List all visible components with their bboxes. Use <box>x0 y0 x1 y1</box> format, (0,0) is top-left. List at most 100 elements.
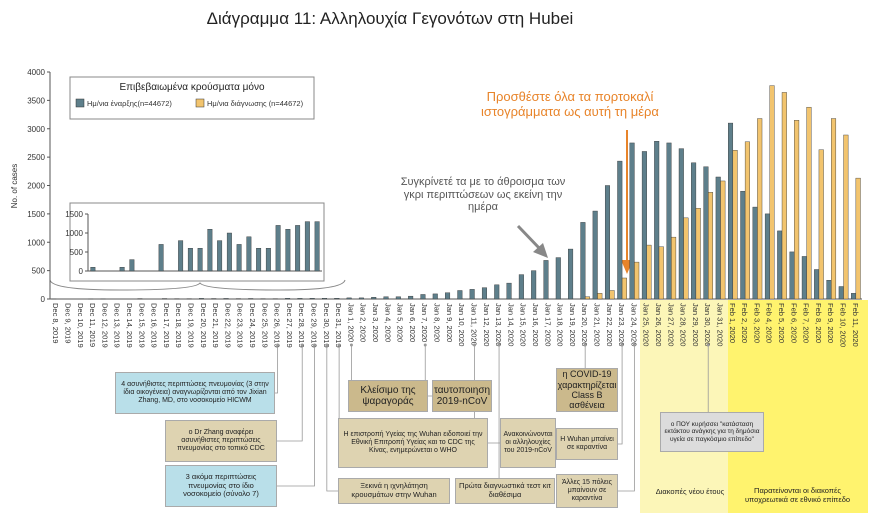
bar <box>671 236 677 300</box>
x-tick-label: Jan 15, 2020 <box>519 303 528 346</box>
bar <box>826 280 832 300</box>
connector-dot <box>300 343 304 347</box>
bar <box>794 120 800 300</box>
x-tick-label: Feb 7, 2020 <box>802 303 811 343</box>
y-tick-label: 2000 <box>27 182 45 191</box>
x-tick-label: Jan 11, 2020 <box>469 303 478 346</box>
x-tick-label: Dec 10, 2019 <box>76 303 85 348</box>
inset-bracket <box>49 279 346 291</box>
x-tick-label: Jan 31, 2020 <box>716 303 725 346</box>
connector-dot <box>472 343 476 347</box>
x-tick-label: Dec 15, 2019 <box>137 303 146 348</box>
x-tick-label: Dec 29, 2019 <box>310 303 319 348</box>
holiday-band <box>728 300 868 513</box>
event-box: η COVID-19 χαρακτηρίζεται Class B ασθένε… <box>556 368 618 412</box>
bar <box>720 180 726 300</box>
connector-dot <box>497 343 501 347</box>
connector <box>277 345 315 487</box>
y-tick-label: 0 <box>41 295 46 304</box>
bar <box>695 207 701 300</box>
bar <box>818 149 824 300</box>
bar <box>432 293 438 300</box>
y-tick-label: 500 <box>70 248 84 257</box>
event-box: Πρώτα διαγνωστικά τεστ κιτ διαθέσιμα <box>455 478 555 504</box>
connector-dot <box>583 343 587 347</box>
bar <box>769 85 775 300</box>
bar <box>275 225 281 272</box>
x-tick-label: Feb 10, 2020 <box>839 303 848 347</box>
y-tick-label: 1500 <box>27 210 45 219</box>
bar <box>666 142 672 300</box>
x-tick-label: Jan 9, 2020 <box>445 303 454 342</box>
x-tick-label: Feb 9, 2020 <box>826 303 835 343</box>
connector-dot <box>620 343 624 347</box>
bar <box>197 247 203 272</box>
bar <box>708 192 714 300</box>
legend-swatch <box>195 98 205 108</box>
bar <box>457 290 463 300</box>
x-tick-label: Dec 13, 2019 <box>113 303 122 348</box>
connector-dot <box>337 343 341 347</box>
event-box: Η επιστροπή Υγείας της Wuhan ειδοποιεί τ… <box>338 418 488 468</box>
x-tick-label: Jan 14, 2020 <box>506 303 515 346</box>
x-tick-label: Feb 3, 2020 <box>752 303 761 343</box>
x-tick-label: Jan 13, 2020 <box>494 303 503 346</box>
event-box: ο Dr Zhang αναφέρει ασυνήθιστες περιπτώσ… <box>165 420 277 462</box>
bar <box>584 296 590 300</box>
x-tick-label: Feb 8, 2020 <box>814 303 823 343</box>
bar <box>843 134 849 300</box>
bar <box>90 267 96 272</box>
connector-dot <box>423 343 427 347</box>
x-tick-label: Jan 7, 2020 <box>420 303 429 342</box>
bar <box>609 290 615 300</box>
x-tick-label: Dec 25, 2019 <box>260 303 269 348</box>
x-tick-label: Dec 20, 2019 <box>199 303 208 348</box>
bar <box>634 261 640 300</box>
bar <box>691 162 697 300</box>
bar <box>395 296 401 300</box>
connector <box>275 345 279 394</box>
arrow <box>516 224 543 252</box>
bar <box>314 221 320 272</box>
event-box: 4 ασυνήθιστες περιπτώσεις πνευμονίας (3 … <box>115 372 275 414</box>
x-tick-label: Jan 3, 2020 <box>371 303 380 342</box>
x-tick-label: Dec 21, 2019 <box>211 303 220 348</box>
x-tick-label: Jan 18, 2020 <box>556 303 565 346</box>
bar <box>285 228 291 272</box>
bar <box>187 247 193 272</box>
bar <box>838 286 844 300</box>
y-tick-label: 500 <box>32 267 46 276</box>
annotation: Προσθέστε όλα τα πορτοκαλί ιστογράμματα … <box>481 89 659 119</box>
legend-swatch <box>75 98 85 108</box>
bar <box>781 92 787 300</box>
inset-frame <box>69 202 325 282</box>
x-tick-label: Jan 28, 2020 <box>679 303 688 346</box>
bar <box>814 269 820 300</box>
x-tick-label: Dec 26, 2019 <box>273 303 282 348</box>
connector-dot <box>632 343 636 347</box>
bar <box>119 267 125 272</box>
event-box: Διακοπές νέου έτους <box>655 486 725 496</box>
bar <box>580 222 586 300</box>
bar <box>752 206 758 300</box>
x-tick-label: Jan 19, 2020 <box>568 303 577 346</box>
x-tick-label: Jan 6, 2020 <box>408 303 417 342</box>
bar <box>248 298 254 300</box>
bar <box>265 247 271 272</box>
bar <box>481 287 487 300</box>
bar <box>703 166 709 300</box>
bar <box>198 298 204 300</box>
arrowhead <box>533 243 548 258</box>
x-tick-label: Jan 12, 2020 <box>482 303 491 346</box>
legend-label: Ημ/νια διάγνωσης (n=44672) <box>207 99 304 108</box>
y-tick-label: 3500 <box>27 96 45 105</box>
x-tick-label: Dec 18, 2019 <box>174 303 183 348</box>
bar <box>801 256 807 300</box>
legend-title: Επιβεβαιωμένα κρούσματα μόνο <box>119 81 264 93</box>
x-tick-label: Feb 4, 2020 <box>765 303 774 343</box>
x-tick-label: Dec 9, 2019 <box>63 303 72 343</box>
connector <box>277 345 303 442</box>
bar <box>757 118 763 300</box>
x-tick-label: Dec 27, 2019 <box>285 303 294 348</box>
